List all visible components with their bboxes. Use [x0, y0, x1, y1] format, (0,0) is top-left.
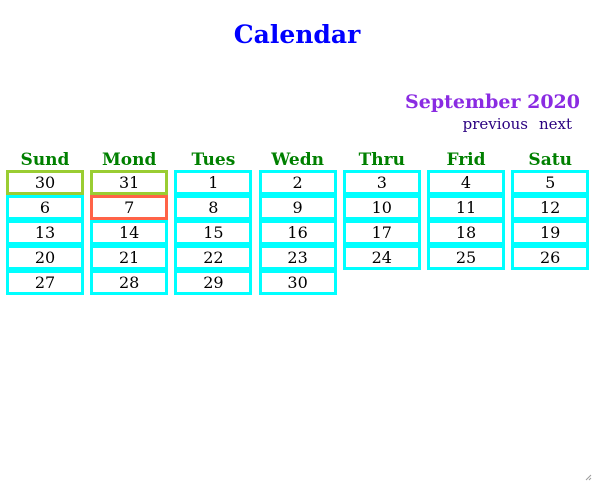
day-cell-other-month[interactable]: 30 [6, 170, 84, 195]
day-cell[interactable]: 8 [174, 195, 253, 220]
day-cell-today[interactable]: 7 [90, 195, 169, 220]
day-cell[interactable]: 20 [6, 245, 84, 270]
day-cell[interactable]: 3 [342, 170, 421, 195]
month-label: September 2020 [405, 91, 580, 113]
day-cell[interactable]: 2 [258, 170, 337, 195]
day-cell[interactable]: 25 [427, 245, 505, 270]
previous-month-link[interactable]: previous [462, 115, 528, 133]
page-title: Calendar [233, 20, 361, 49]
day-cell[interactable]: 21 [90, 245, 169, 270]
day-cell[interactable]: 17 [342, 220, 421, 245]
day-cell[interactable]: 29 [174, 270, 253, 295]
day-cell[interactable]: 22 [174, 245, 253, 270]
day-cell[interactable]: 10 [342, 195, 421, 220]
day-cell[interactable]: 1 [174, 170, 253, 195]
day-cell[interactable]: 16 [258, 220, 337, 245]
day-cell[interactable]: 19 [511, 220, 590, 245]
day-cell[interactable]: 15 [174, 220, 253, 245]
day-cell[interactable]: 27 [6, 270, 84, 295]
day-cell[interactable]: 5 [511, 170, 590, 195]
day-cell[interactable]: 12 [511, 195, 590, 220]
day-header: Sund [20, 150, 70, 170]
day-cell[interactable]: 13 [6, 220, 84, 245]
day-cell[interactable]: 6 [6, 195, 84, 220]
day-cell[interactable]: 24 [342, 245, 421, 270]
resize-grip-icon[interactable] [584, 473, 592, 481]
day-header: Satu [528, 150, 572, 170]
day-cell[interactable]: 26 [511, 245, 590, 270]
day-cell[interactable]: 30 [258, 270, 337, 295]
day-cell[interactable]: 11 [427, 195, 505, 220]
day-cell[interactable]: 28 [90, 270, 169, 295]
day-cell[interactable]: 14 [90, 220, 169, 245]
day-header: Wedn [271, 150, 324, 170]
day-cell[interactable]: 23 [258, 245, 337, 270]
day-header: Mond [101, 150, 157, 170]
month-nav: previous next [463, 115, 572, 133]
day-cell[interactable]: 9 [258, 195, 337, 220]
day-header: Tues [191, 150, 236, 170]
day-cell[interactable]: 4 [427, 170, 505, 195]
day-cell-other-month[interactable]: 31 [90, 170, 169, 195]
day-cell[interactable]: 18 [427, 220, 505, 245]
next-month-link[interactable]: next [538, 115, 572, 133]
day-header: Thru [358, 150, 405, 170]
day-header: Frid [446, 150, 486, 170]
